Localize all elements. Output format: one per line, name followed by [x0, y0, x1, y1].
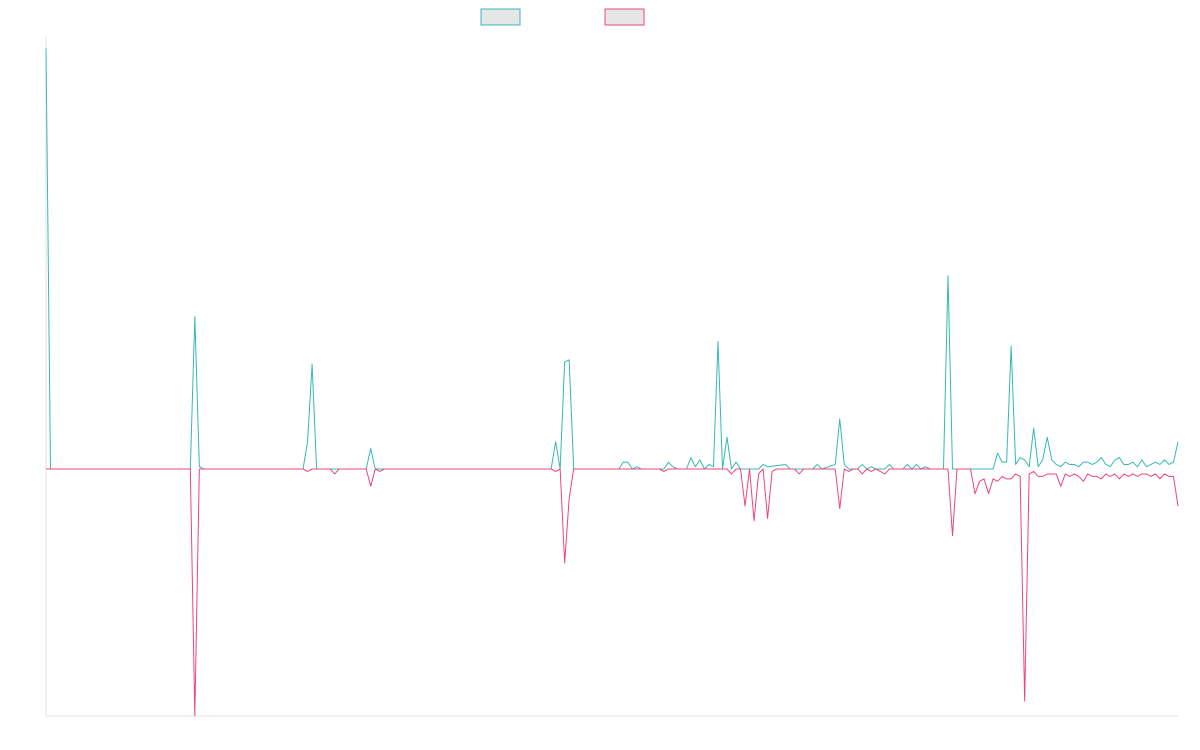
- series-layer: [45, 48, 1179, 717]
- legend-swatch-1: [480, 8, 521, 26]
- series-line-1: [45, 48, 1179, 470]
- legend-swatch-2: [604, 8, 645, 26]
- series-line-2: [46, 468, 1179, 717]
- legend: [480, 8, 645, 26]
- axes: [45, 37, 1178, 717]
